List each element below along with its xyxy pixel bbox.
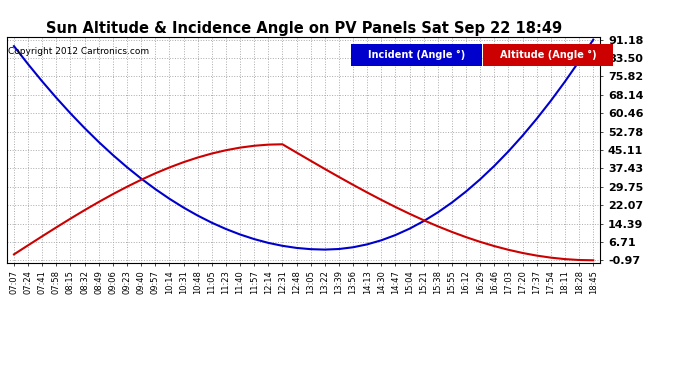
Text: Incident (Angle °): Incident (Angle °) — [368, 50, 465, 60]
Text: Copyright 2012 Cartronics.com: Copyright 2012 Cartronics.com — [8, 46, 149, 56]
Text: Altitude (Angle °): Altitude (Angle °) — [500, 50, 596, 60]
FancyBboxPatch shape — [351, 44, 482, 66]
FancyBboxPatch shape — [483, 44, 613, 66]
Title: Sun Altitude & Incidence Angle on PV Panels Sat Sep 22 18:49: Sun Altitude & Incidence Angle on PV Pan… — [46, 21, 562, 36]
